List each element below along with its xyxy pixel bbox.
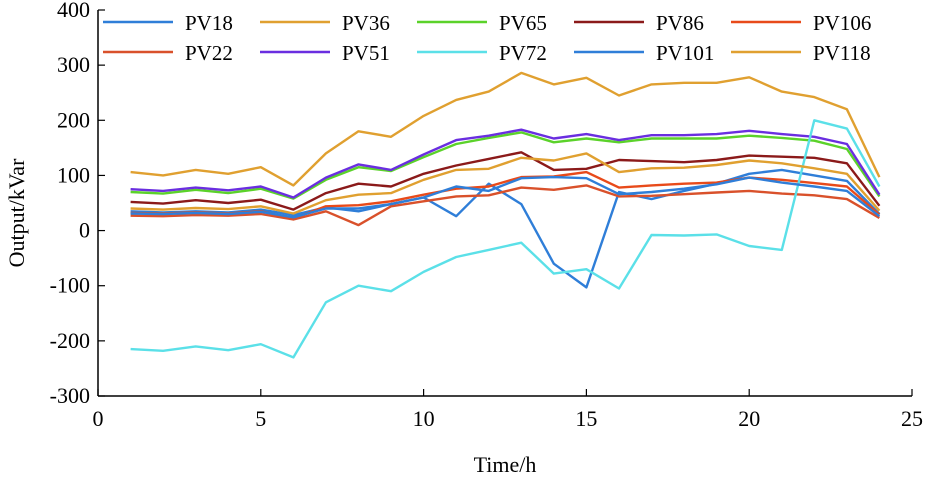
legend-item-pv18: PV18: [103, 11, 233, 35]
series-line-pv72: [130, 119, 881, 359]
x-tick-label: 25: [901, 406, 923, 431]
legend-label: PV65: [499, 11, 547, 35]
legend-item-pv22: PV22: [103, 41, 233, 65]
legend-item-pv86: PV86: [574, 11, 704, 35]
legend-label: PV18: [185, 11, 233, 35]
y-tick-label: 300: [57, 52, 90, 77]
x-tick-label: 5: [255, 406, 266, 431]
legend-item-pv72: PV72: [417, 41, 547, 65]
y-tick-label: 400: [57, 0, 90, 22]
series-line-pv65: [130, 131, 881, 200]
y-tick-label: 0: [79, 218, 90, 243]
legend-label: PV72: [499, 41, 547, 65]
y-tick-label: 100: [57, 162, 90, 187]
x-tick-label: 10: [413, 406, 435, 431]
chart-axes: -300 -200 -100 0 100 200 300 400 0 5 10 15 20 25: [50, 0, 923, 431]
y-axis-label: Output/kVar: [4, 158, 29, 267]
series-line-pv86: [130, 151, 881, 211]
series-line-pv36: [130, 71, 881, 187]
series-line-pv22: [130, 184, 881, 227]
legend-label: PV51: [342, 41, 390, 65]
legend-item-pv106: PV106: [731, 11, 871, 35]
x-tick-label: 0: [93, 406, 104, 431]
legend-label: PV106: [813, 11, 871, 35]
legend-label: PV118: [813, 41, 871, 65]
series-line-pv101: [130, 175, 881, 219]
series-line-pv18: [130, 168, 881, 289]
y-tick-label: -300: [50, 383, 90, 408]
series-layer: [130, 71, 881, 359]
series-line-pv51: [130, 128, 881, 199]
legend-item-pv101: PV101: [574, 41, 714, 65]
legend-label: PV86: [656, 11, 704, 35]
x-tick-label: 15: [575, 406, 597, 431]
legend-item-pv118: PV118: [731, 41, 871, 65]
series-line-pv118: [130, 152, 881, 215]
y-tick-label: -200: [50, 328, 90, 353]
x-tick-label: 20: [738, 406, 760, 431]
legend-item-pv36: PV36: [260, 11, 390, 35]
y-tick-label: -100: [50, 273, 90, 298]
legend-label: PV36: [342, 11, 390, 35]
legend-label: PV22: [185, 41, 233, 65]
legend-item-pv51: PV51: [260, 41, 390, 65]
legend-item-pv65: PV65: [417, 11, 547, 35]
x-axis-label: Time/h: [474, 452, 537, 477]
y-tick-label: 200: [57, 107, 90, 132]
legend-label: PV101: [656, 41, 714, 65]
chart-legend: PV18 PV36 PV65 PV86 PV106 PV22 PV51 PV72 PV101 PV…: [103, 11, 871, 65]
